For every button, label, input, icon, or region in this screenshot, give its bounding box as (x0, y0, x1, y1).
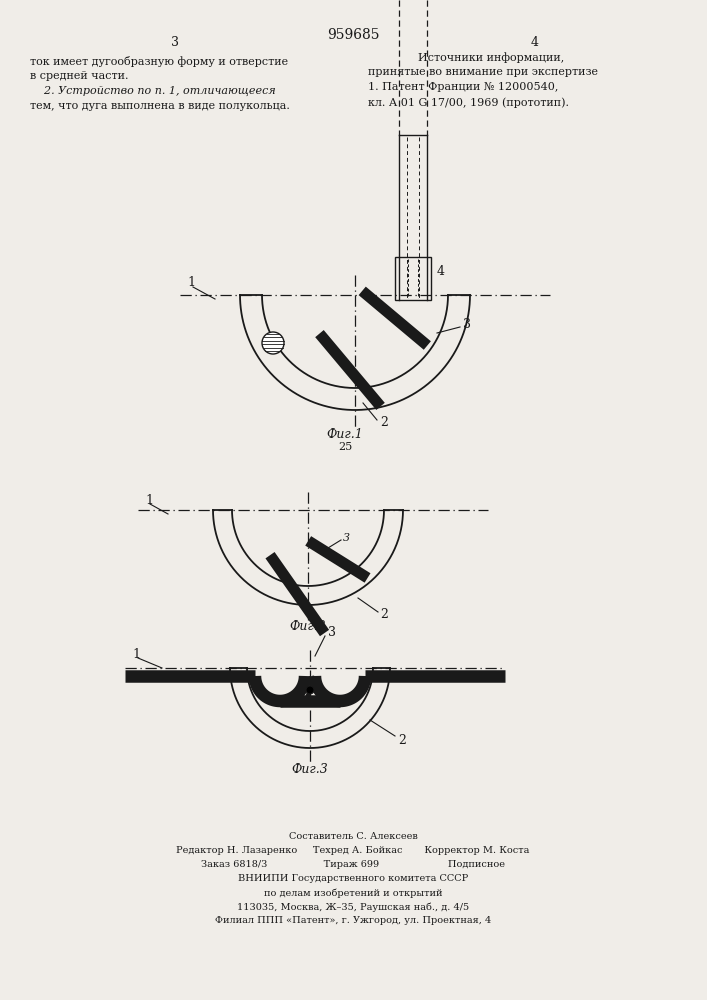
Text: по делам изобретений и открытий: по делам изобретений и открытий (264, 888, 443, 898)
Text: ВНИИПИ Государственного комитета СССР: ВНИИПИ Государственного комитета СССР (238, 874, 468, 883)
Text: 4: 4 (437, 265, 445, 278)
Text: тем, что дуга выполнена в виде полукольца.: тем, что дуга выполнена в виде полукольц… (30, 101, 290, 111)
Text: 25: 25 (338, 442, 352, 452)
Text: Заказ 6818/3                  Тираж 699                      Подписное: Заказ 6818/3 Тираж 699 Подписное (201, 860, 505, 869)
Text: 2: 2 (398, 734, 406, 746)
Text: Фиг.3: Фиг.3 (291, 763, 328, 776)
Circle shape (306, 686, 314, 694)
Text: 2: 2 (380, 416, 388, 430)
Text: 3: 3 (463, 318, 471, 332)
Text: 2: 2 (380, 608, 388, 621)
Text: Филиал ППП «Патент», г. Ужгород, ул. Проектная, 4: Филиал ППП «Патент», г. Ужгород, ул. Про… (215, 916, 491, 925)
Text: 3: 3 (343, 533, 350, 543)
Text: 3: 3 (171, 36, 179, 49)
Text: 1. Патент Франции № 12000540,: 1. Патент Франции № 12000540, (368, 82, 559, 92)
Text: Составитель С. Алексеев: Составитель С. Алексеев (288, 832, 417, 841)
Text: в средней части.: в средней части. (30, 71, 129, 81)
Text: 2. Устройство по п. 1, отличающееся: 2. Устройство по п. 1, отличающееся (30, 86, 276, 96)
Text: 3: 3 (328, 626, 336, 639)
Text: принятые во внимание при экспертизе: принятые во внимание при экспертизе (368, 67, 598, 77)
Text: 1: 1 (132, 648, 140, 660)
Text: Источники информации,: Источники информации, (418, 52, 564, 63)
Circle shape (262, 332, 284, 354)
Text: Редактор Н. Лазаренко     Техред А. Бойкас       Корректор М. Коста: Редактор Н. Лазаренко Техред А. Бойкас К… (176, 846, 530, 855)
Text: 1: 1 (145, 493, 153, 506)
Text: Фиг.2: Фиг.2 (290, 620, 327, 633)
Text: 4: 4 (531, 36, 539, 49)
Bar (395, 257, 431, 300)
Text: 1: 1 (187, 276, 195, 290)
Text: кл. А 01 G 17/00, 1969 (прототип).: кл. А 01 G 17/00, 1969 (прототип). (368, 97, 569, 108)
Text: 959685: 959685 (327, 28, 379, 42)
Text: 113035, Москва, Ж–35, Раушская наб., д. 4/5: 113035, Москва, Ж–35, Раушская наб., д. … (237, 902, 469, 912)
Text: ток имеет дугообразную форму и отверстие: ток имеет дугообразную форму и отверстие (30, 56, 288, 67)
Text: Фиг.1: Фиг.1 (327, 428, 363, 441)
